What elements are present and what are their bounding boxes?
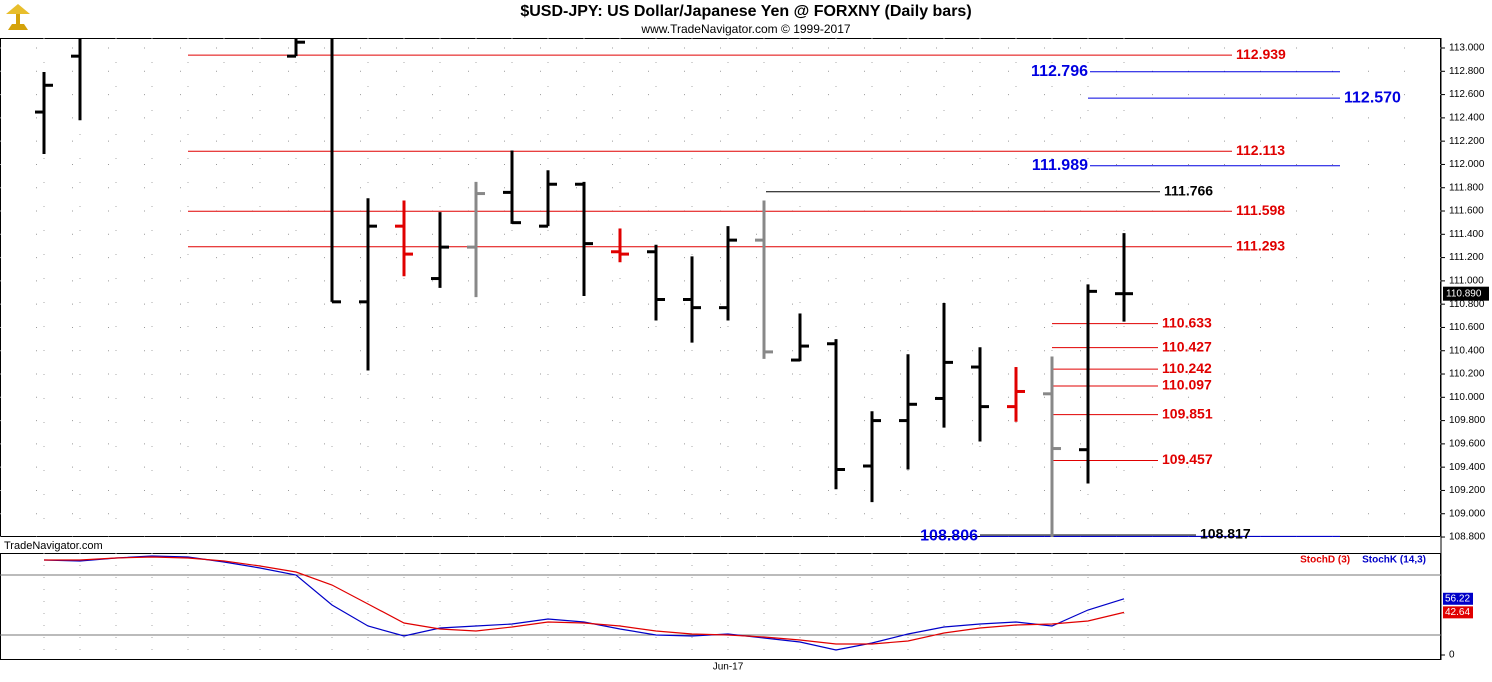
y-tick-label: 112.200 [1449, 136, 1485, 147]
level-label: 112.113 [1236, 142, 1285, 158]
stoch-line [43, 555, 1125, 651]
y-tick-label: 113.000 [1449, 43, 1485, 54]
level-label: 110.633 [1162, 314, 1212, 330]
y-tick-label: 110.000 [1449, 392, 1485, 403]
y-tick-label: 108.800 [1449, 532, 1486, 543]
price-panel [0, 38, 1441, 537]
legend-entry: StochK (14,3) [1362, 555, 1426, 566]
level-label: 110.427 [1162, 338, 1212, 354]
chart-title: $USD-JPY: US Dollar/Japanese Yen @ FORXN… [520, 3, 971, 20]
y-tick-label: 109.000 [1449, 508, 1486, 519]
last-value-box [1443, 606, 1473, 619]
chart-subtitle: www.TradeNavigator.com © 1999-2017 [640, 22, 850, 36]
y-tick-label: 112.600 [1449, 89, 1485, 100]
level-label: 112.570 [1344, 89, 1401, 106]
last-value-label: 56.22 [1445, 593, 1470, 604]
level-label: 110.097 [1162, 377, 1212, 393]
y-tick-label: 111.200 [1449, 252, 1484, 263]
level-label: 110.242 [1162, 360, 1212, 376]
stoch-line [44, 556, 1125, 645]
level-label: 112.939 [1236, 46, 1286, 62]
level-label: 109.851 [1162, 405, 1213, 421]
level-label: 112.796 [1031, 63, 1088, 80]
y-tick-label: 112.000 [1449, 159, 1485, 170]
level-label: 109.457 [1162, 451, 1213, 467]
y-tick-label: 0 [1449, 650, 1455, 661]
last-price-label: 110.890 [1446, 288, 1482, 299]
level-label: 111.989 [1032, 157, 1088, 174]
stochastic-labels: 0 Jun-17 56.22 StochK (14,3) 42.64 StochD (3) [713, 555, 1473, 673]
y-tick-label: 109.600 [1449, 439, 1486, 450]
level-label: 111.293 [1236, 237, 1285, 253]
y-tick-label: 110.800 [1449, 299, 1485, 310]
level-label: 111.766 [1164, 182, 1213, 198]
y-tick-label: 110.600 [1449, 322, 1485, 333]
logo [6, 4, 30, 30]
last-price-box [1443, 286, 1489, 301]
y-tick-label: 109.200 [1449, 485, 1486, 496]
y-tick-label: 110.200 [1449, 369, 1485, 380]
level-label: 108.817 [1200, 526, 1251, 542]
y-tick-label: 109.400 [1449, 462, 1486, 473]
watermark: TradeNavigator.com [4, 540, 103, 552]
y-tick-label: 112.400 [1449, 113, 1485, 124]
y-tick-label: 112.800 [1449, 66, 1485, 77]
y-tick-label: 111.000 [1449, 276, 1484, 287]
y-tick-label: 109.800 [1449, 415, 1486, 426]
price-labels: 108.800 109.000 109.200 109.400 109.600 109.8… [920, 43, 1489, 545]
y-tick-label: 110.400 [1449, 345, 1485, 356]
x-tick-label: Jun-17 [713, 662, 744, 673]
legend-entry: StochD (3) [1300, 555, 1350, 566]
sub-panel-frame [0, 553, 1441, 660]
last-value-box [1443, 592, 1473, 605]
y-tick-label: 111.600 [1449, 206, 1484, 217]
level-label: 108.806 [920, 528, 978, 545]
level-label: 111.598 [1236, 202, 1285, 218]
stochastic-panel [0, 553, 1441, 660]
y-tick-label: 111.400 [1449, 229, 1484, 240]
y-tick-label: 111.800 [1449, 182, 1484, 193]
last-value-label: 42.64 [1445, 607, 1470, 618]
